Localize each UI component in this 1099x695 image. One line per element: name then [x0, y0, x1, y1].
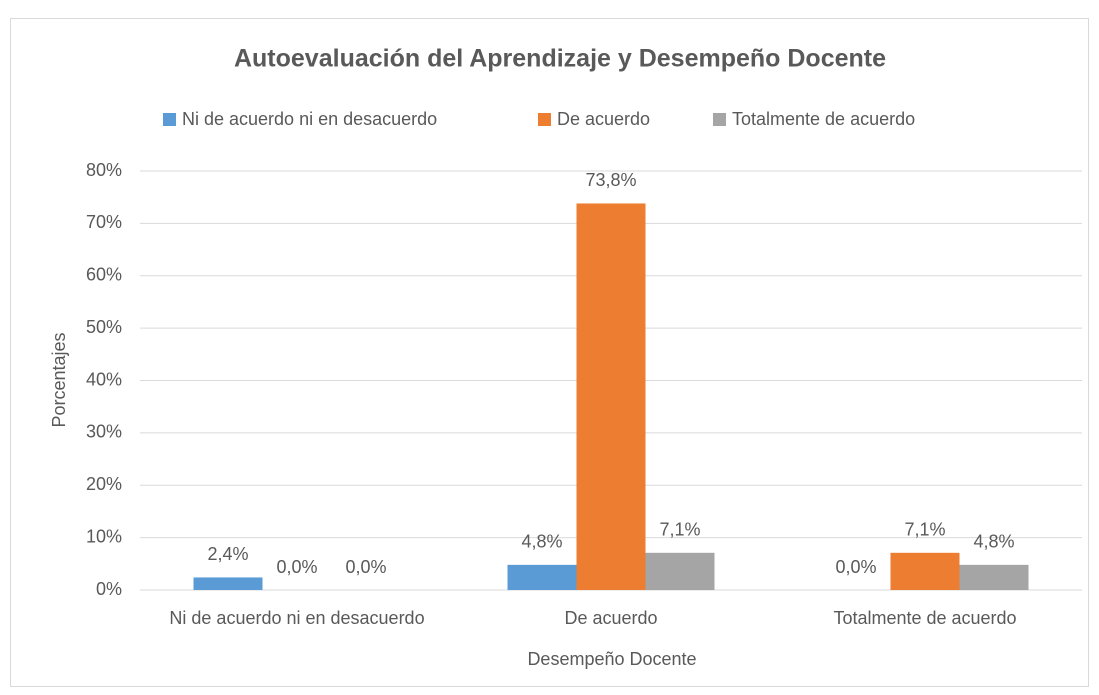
- legend-label: De acuerdo: [557, 109, 650, 129]
- x-tick-label: Ni de acuerdo ni en desacuerdo: [169, 608, 424, 628]
- data-label: 2,4%: [207, 544, 248, 564]
- y-tick-label: 0%: [96, 579, 122, 599]
- data-label: 0,0%: [835, 557, 876, 577]
- y-tick-label: 50%: [86, 317, 122, 337]
- y-axis-label: Porcentajes: [49, 332, 69, 427]
- x-tick-label: Totalmente de acuerdo: [833, 608, 1016, 628]
- bar: [507, 564, 577, 590]
- data-label: 0,0%: [276, 557, 317, 577]
- legend-swatch: [163, 113, 176, 126]
- y-tick-label: 40%: [86, 369, 122, 389]
- bar: [193, 577, 263, 590]
- bar: [576, 203, 646, 590]
- y-tick-label: 70%: [86, 212, 122, 232]
- x-axis-label: Desempeño Docente: [527, 649, 696, 669]
- y-tick-label: 30%: [86, 422, 122, 442]
- data-label: 7,1%: [659, 520, 700, 540]
- data-label: 0,0%: [345, 557, 386, 577]
- legend-label: Totalmente de acuerdo: [732, 109, 915, 129]
- y-tick-label: 60%: [86, 265, 122, 285]
- bar: [959, 564, 1029, 590]
- y-tick-label: 20%: [86, 474, 122, 494]
- chart-title: Autoevaluación del Aprendizaje y Desempe…: [234, 45, 886, 73]
- y-tick-label: 80%: [86, 160, 122, 180]
- data-label: 4,8%: [973, 532, 1014, 552]
- bar: [890, 552, 960, 590]
- data-label: 4,8%: [521, 532, 562, 552]
- x-tick-label: De acuerdo: [564, 608, 657, 628]
- legend-swatch: [538, 113, 551, 126]
- data-label: 7,1%: [904, 520, 945, 540]
- data-label: 73,8%: [585, 170, 636, 190]
- bar: [645, 552, 715, 590]
- y-tick-label: 10%: [86, 526, 122, 546]
- legend-label: Ni de acuerdo ni en desacuerdo: [182, 109, 437, 129]
- legend-swatch: [713, 113, 726, 126]
